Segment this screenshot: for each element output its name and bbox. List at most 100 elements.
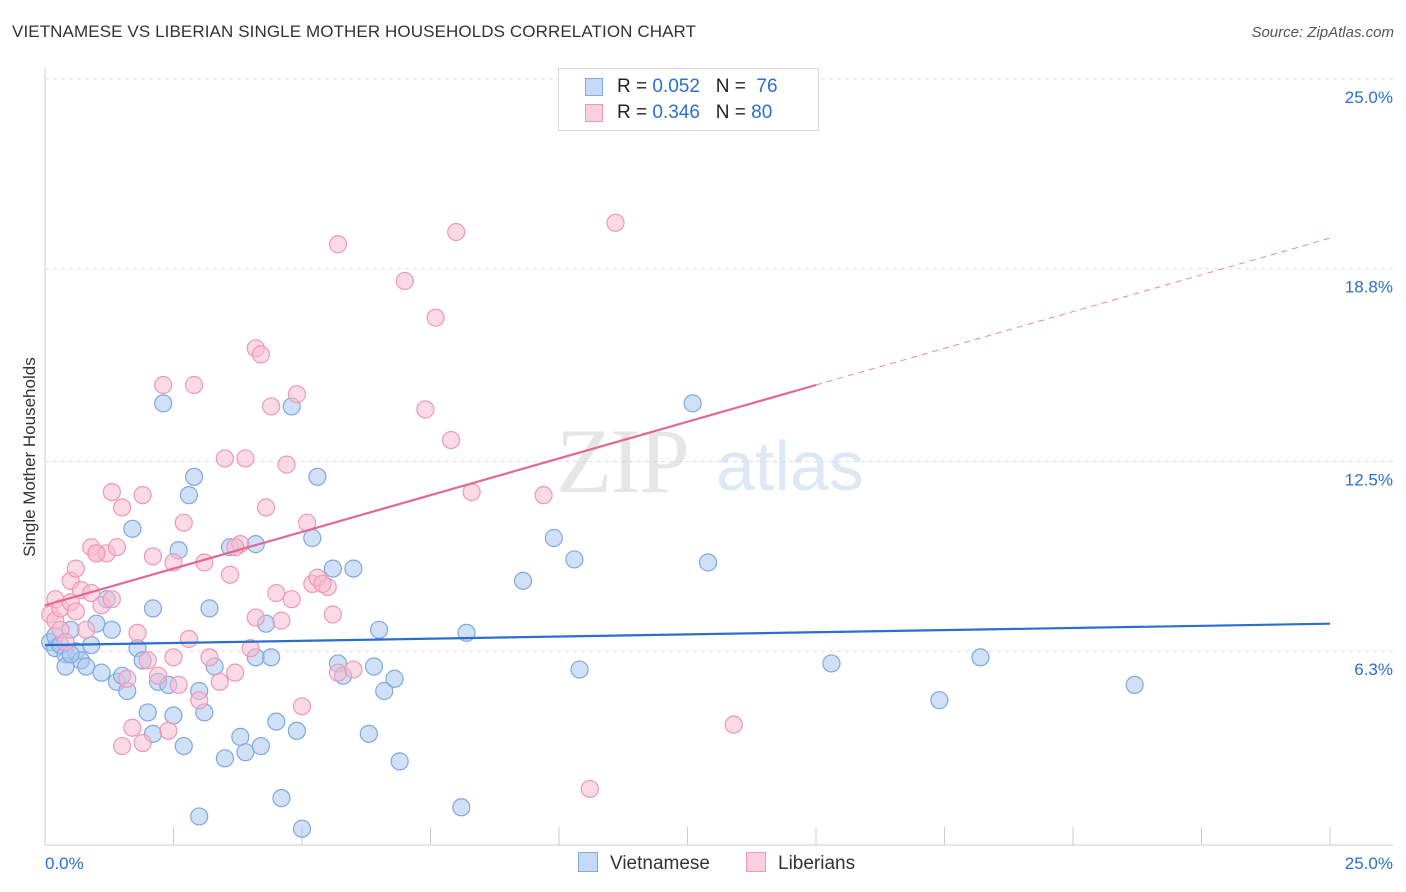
vietnamese-point xyxy=(123,519,142,538)
legend-n-value: 80 xyxy=(751,102,773,123)
liberian-point xyxy=(143,547,163,566)
liberian-point xyxy=(267,583,286,603)
liberian-point xyxy=(426,308,445,327)
liberian-point xyxy=(344,660,363,679)
tick-labels: 6.3% 12.5% 18.8% 25.0% 0.0% 25.0% xyxy=(45,88,1393,873)
vietnamese-point xyxy=(822,654,841,673)
trend-lines xyxy=(44,237,1331,647)
vietnamese-point xyxy=(287,721,306,740)
liberian-point xyxy=(416,400,435,419)
vietnamese-point xyxy=(359,724,378,743)
liberian-point xyxy=(272,611,291,630)
liberian-point xyxy=(220,565,240,584)
vietnamese-point xyxy=(513,571,533,590)
legend-swatch-pink xyxy=(585,104,603,122)
legend-r-value: 0.346 xyxy=(652,102,700,123)
liberian-point xyxy=(148,666,168,685)
vietnamese-point xyxy=(262,648,281,667)
liberian-point xyxy=(282,590,301,609)
liberian-trend-extension xyxy=(815,237,1331,386)
bottom-legend-label-liberians: Liberians xyxy=(778,853,856,874)
vietnamese-point xyxy=(930,691,949,710)
vietnamese-point xyxy=(179,486,199,505)
liberian-point xyxy=(580,779,599,799)
vietnamese-point xyxy=(231,727,250,747)
liberian-point xyxy=(128,623,147,642)
liberian-point xyxy=(56,632,75,652)
legend-n-label: N = xyxy=(715,76,752,97)
vietnamese-point xyxy=(570,660,589,679)
liberian-trend-line xyxy=(44,383,817,607)
vietnamese-trend-line xyxy=(44,622,1331,647)
vietnamese-point xyxy=(364,657,384,676)
liberian-point xyxy=(251,345,270,364)
liberian-point xyxy=(534,486,553,505)
liberian-point xyxy=(112,498,132,517)
x-tick-label: 25.0% xyxy=(1345,854,1393,873)
vietnamese-point xyxy=(184,467,204,486)
liberian-point xyxy=(226,663,245,682)
y-tick-label: 25.0% xyxy=(1345,88,1393,107)
liberian-point xyxy=(159,721,178,740)
legend-r-label: R = xyxy=(617,76,653,97)
liberian-point xyxy=(210,672,229,691)
liberian-point xyxy=(256,498,276,517)
vietnamese-point xyxy=(267,712,286,731)
vietnamese-point xyxy=(92,663,111,682)
liberian-point xyxy=(277,455,296,474)
liberian-point xyxy=(313,574,332,594)
vietnamese-point xyxy=(323,559,342,578)
liberian-point xyxy=(112,736,132,756)
vietnamese-point xyxy=(452,798,471,817)
bottom-legend-swatch-blue xyxy=(578,852,598,872)
vietnamese-point xyxy=(1125,675,1144,694)
vietnamese-point xyxy=(164,706,183,725)
vietnamese-point xyxy=(102,620,121,639)
vietnamese-point xyxy=(200,599,219,618)
vietnamese-point xyxy=(344,559,363,578)
vietnamese-point xyxy=(375,681,394,701)
liberian-point xyxy=(184,375,204,395)
vietnamese-point xyxy=(138,703,157,722)
liberian-point xyxy=(169,675,188,694)
liberian-point xyxy=(190,691,209,710)
liberian-point xyxy=(133,486,152,505)
liberian-point xyxy=(395,271,414,291)
y-tick-label: 18.8% xyxy=(1345,278,1393,297)
liberian-point xyxy=(174,513,193,532)
liberian-point xyxy=(724,715,743,734)
liberian-point xyxy=(66,602,85,621)
y-axis-label: Single Mother Households xyxy=(20,357,39,556)
chart-title: VIETNAMESE VS LIBERIAN SINGLE MOTHER HOU… xyxy=(12,22,697,41)
vietnamese-point xyxy=(174,736,193,756)
liberian-point xyxy=(287,385,306,404)
vietnamese-point xyxy=(190,807,209,826)
data-points xyxy=(41,213,1144,838)
liberian-point xyxy=(179,629,199,649)
vietnamese-point xyxy=(683,394,702,413)
vietnamese-point xyxy=(698,553,718,572)
vietnamese-point xyxy=(303,528,322,548)
bottom-legend-liberians: Liberians xyxy=(746,852,855,875)
gridlines xyxy=(45,78,1393,652)
liberian-point xyxy=(447,222,466,242)
vietnamese-point xyxy=(292,819,312,838)
liberian-point xyxy=(118,669,137,688)
liberian-point xyxy=(138,651,157,670)
vietnamese-point xyxy=(272,788,291,808)
bottom-legend-swatch-pink xyxy=(746,852,766,872)
liberian-point xyxy=(87,544,106,563)
vietnamese-point xyxy=(154,394,173,413)
legend-n-label: N = xyxy=(715,102,752,123)
vietnamese-point xyxy=(308,467,327,486)
legend-r-label: R = xyxy=(617,102,653,123)
legend-n-value: 76 xyxy=(756,76,778,97)
bottom-legend-vietnamese: Vietnamese xyxy=(578,852,710,875)
liberian-point xyxy=(236,449,255,468)
vietnamese-point xyxy=(77,657,96,676)
vietnamese-point xyxy=(251,736,270,756)
y-tick-label: 12.5% xyxy=(1345,471,1393,490)
liberian-point xyxy=(123,718,142,737)
liberian-point xyxy=(292,697,312,716)
